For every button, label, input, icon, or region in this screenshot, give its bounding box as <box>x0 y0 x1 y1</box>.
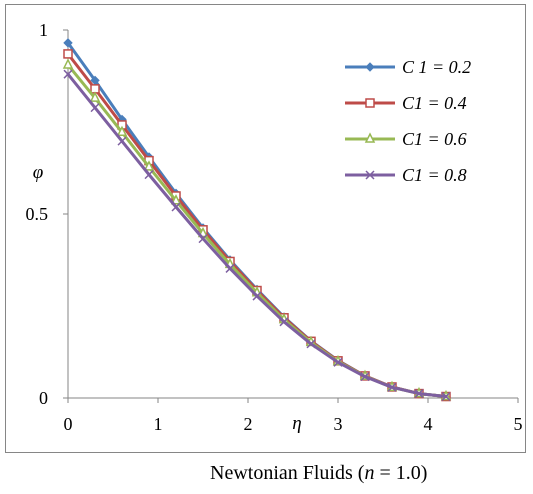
data-point-marker <box>360 372 370 382</box>
y-tick-label: 0.5 <box>26 204 49 224</box>
legend-item: C1 = 0.6 <box>345 129 467 149</box>
data-point-marker <box>333 357 343 367</box>
series-line <box>66 63 448 399</box>
series-line <box>66 41 448 399</box>
x-tick-label: 4 <box>424 414 433 434</box>
x-tick-label: 5 <box>514 414 523 434</box>
legend-item: C1 = 0.8 <box>345 165 467 185</box>
data-point-marker <box>144 170 154 180</box>
data-point-marker <box>117 136 127 146</box>
x-axis-title: η <box>292 413 301 434</box>
data-point-marker <box>89 91 101 102</box>
data-point-marker <box>171 202 181 212</box>
x-tick-label: 0 <box>64 414 73 434</box>
legend-label: C1 = 0.6 <box>402 129 467 149</box>
data-point-marker <box>441 391 451 402</box>
data-point-marker <box>414 389 424 399</box>
legend-swatch-marker <box>364 132 376 143</box>
y-tick-label: 0 <box>39 388 48 408</box>
data-point-marker <box>116 125 128 137</box>
series-line <box>66 52 448 399</box>
data-point-marker <box>90 103 100 113</box>
data-point-marker <box>306 339 316 349</box>
caption-variable: n <box>364 462 375 484</box>
caption-suffix: = 1.0) <box>374 462 428 484</box>
series-group <box>62 58 452 401</box>
legend-item: C 1 = 0.2 <box>345 57 471 77</box>
legend-swatch-marker <box>365 62 375 72</box>
series-layer <box>62 38 452 402</box>
legend-swatch-marker <box>365 170 375 180</box>
legend-label: C 1 = 0.2 <box>402 57 471 77</box>
legend-item: C1 = 0.4 <box>345 93 467 113</box>
caption-prefix: Newtonian Fluids ( <box>210 462 365 484</box>
data-point-marker <box>252 291 262 301</box>
data-point-marker <box>387 382 397 392</box>
chart-caption: Newtonian Fluids (n = 1.0) <box>210 462 427 485</box>
y-tick-label: 1 <box>39 20 48 40</box>
data-point-marker <box>62 58 74 69</box>
data-point-marker <box>63 69 73 79</box>
data-point-marker <box>225 263 235 273</box>
legend-label: C1 = 0.8 <box>402 165 467 185</box>
x-tick-label: 1 <box>154 414 163 434</box>
x-tick-label: 3 <box>334 414 343 434</box>
series-group <box>63 38 451 402</box>
data-point-marker <box>170 194 182 205</box>
data-point-marker <box>198 234 208 244</box>
chart-frame <box>5 4 526 453</box>
data-point-marker <box>143 160 155 171</box>
data-point-marker <box>279 317 289 327</box>
legend-label: C1 = 0.4 <box>402 93 467 113</box>
series-group <box>63 69 451 402</box>
y-axis-title: φ <box>33 162 44 183</box>
legend-swatch-marker <box>365 98 375 108</box>
x-tick-label: 2 <box>244 414 253 434</box>
data-point-marker <box>63 49 73 59</box>
axes: 0 1 2 3 4 5 0 0.5 1 η φ <box>26 20 523 434</box>
legend: C 1 = 0.2 C1 = 0.4 C1 = 0.6 C1 = 0.8 <box>345 57 471 185</box>
data-point-marker <box>63 38 73 48</box>
